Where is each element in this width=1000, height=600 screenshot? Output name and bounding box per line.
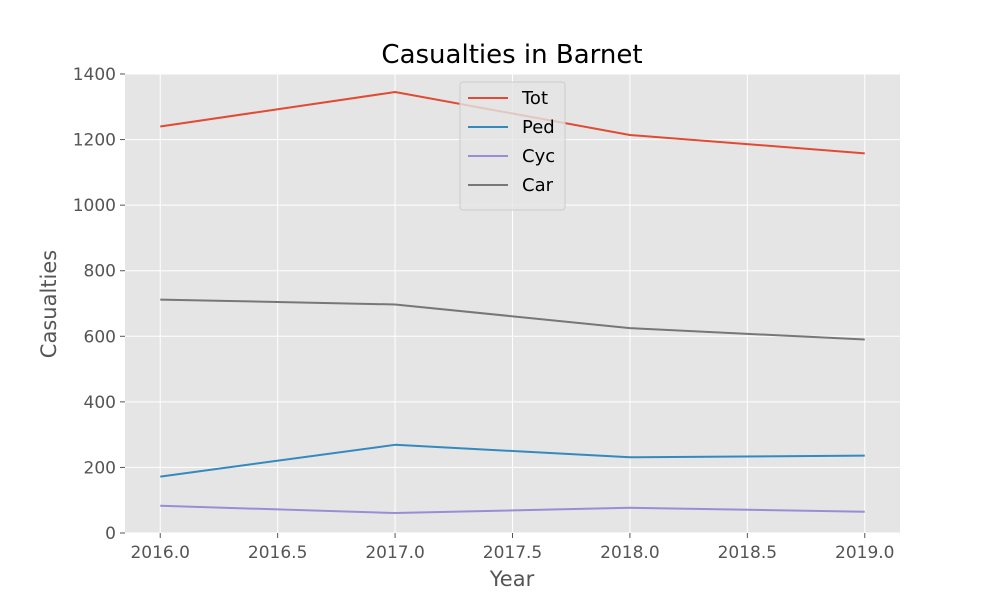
y-tick-label: 200 <box>84 458 116 478</box>
y-tick-label: 800 <box>84 262 116 282</box>
legend: Tot Ped Cyc Car <box>459 81 566 211</box>
series-line-cyc <box>160 504 865 514</box>
x-tick-label: 2019.0 <box>835 543 894 563</box>
x-tick-label: 2017.0 <box>365 543 424 563</box>
y-tick-label: 1200 <box>73 131 116 151</box>
series-line-ped <box>160 443 865 478</box>
x-tick-label: 2016.5 <box>248 543 307 563</box>
y-tick-label: 0 <box>105 524 116 544</box>
x-axis-ticks: 2016.0 2016.5 2017.0 2017.5 2018.0 2018.5 2019… <box>130 533 895 563</box>
x-tick-label: 2018.0 <box>600 543 659 563</box>
y-axis-label: Casualties <box>37 250 61 358</box>
y-axis-ticks: 0 200 400 600 800 1000 1200 1400 <box>73 65 125 544</box>
x-axis-label: Year <box>489 567 535 591</box>
legend-label-car: Car <box>522 175 554 196</box>
legend-label-ped: Ped <box>522 117 555 138</box>
x-tick-label: 2016.0 <box>130 543 189 563</box>
x-tick-label: 2017.5 <box>483 543 542 563</box>
y-tick-label: 400 <box>84 393 116 413</box>
y-tick-label: 1400 <box>73 65 116 85</box>
legend-label-cyc: Cyc <box>522 146 555 167</box>
chart-title: Casualties in Barnet <box>381 40 642 70</box>
y-tick-label: 600 <box>84 327 116 347</box>
legend-box <box>459 81 566 211</box>
series-line-car <box>160 298 865 341</box>
y-tick-label: 1000 <box>73 196 116 216</box>
x-tick-label: 2018.5 <box>718 543 777 563</box>
legend-label-tot: Tot <box>521 88 548 109</box>
